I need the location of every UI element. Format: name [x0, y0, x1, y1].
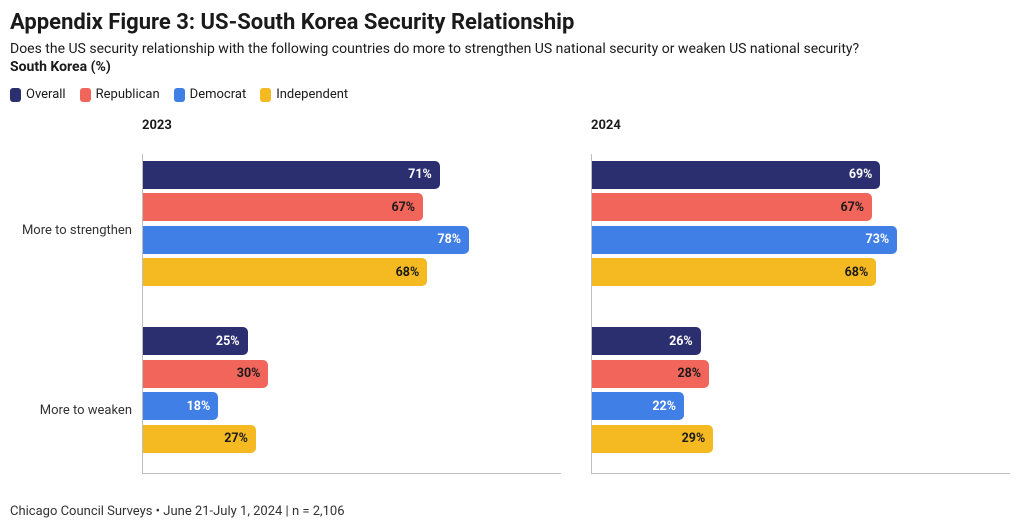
figure-container: Appendix Figure 3: US-South Korea Securi… [0, 0, 1020, 529]
bar-group: 69% 67% 73% 68% [592, 154, 1010, 293]
bar-value-label: 68% [396, 265, 428, 280]
bar-row: 25% [143, 327, 561, 355]
bar: 27% [143, 425, 256, 453]
bar-row: 30% [143, 360, 561, 388]
legend-label: Overall [26, 87, 66, 102]
legend-item: Overall [10, 87, 66, 102]
bar: 71% [143, 161, 440, 189]
bar-value-label: 67% [840, 200, 872, 215]
legend-item: Democrat [174, 87, 247, 102]
bar: 67% [143, 193, 423, 221]
bar-value-label: 67% [391, 200, 423, 215]
bar-row: 67% [143, 193, 561, 221]
bar-row: 68% [143, 258, 561, 286]
bar-value-label: 69% [849, 167, 881, 182]
bar: 30% [143, 360, 268, 388]
bar: 73% [592, 226, 897, 254]
bar-row: 18% [143, 392, 561, 420]
bar-row: 22% [592, 392, 1010, 420]
panels: 2023 71% 67% 78% 68% 25% 30% 18% 27% 2024 69% 67% 73… [142, 118, 1010, 486]
bars-area: 71% 67% 78% 68% 25% 30% 18% 27% [142, 154, 561, 474]
chart-area: More to strengthen More to weaken 2023 71%… [10, 118, 1010, 486]
chart-title: Appendix Figure 3: US-South Korea Securi… [10, 10, 1010, 35]
y-axis-category: More to weaken [10, 334, 142, 486]
bar-row: 26% [592, 327, 1010, 355]
legend-swatch [260, 88, 271, 102]
chart-footer: Chicago Council Surveys • June 21-July 1… [10, 504, 1010, 519]
bars-area: 69% 67% 73% 68% 26% 28% 22% 29% [591, 154, 1010, 474]
bar-row: 78% [143, 226, 561, 254]
chart-panel: 2024 69% 67% 73% 68% 26% 28% 22% 29% [591, 118, 1010, 486]
bar-row: 69% [592, 161, 1010, 189]
bar-row: 73% [592, 226, 1010, 254]
legend: Overall Republican Democrat Independent [10, 87, 1010, 102]
bar: 29% [592, 425, 713, 453]
legend-item: Republican [80, 87, 160, 102]
bar-value-label: 78% [437, 232, 469, 247]
bar-value-label: 26% [669, 334, 701, 349]
panel-title: 2024 [591, 118, 1010, 136]
legend-swatch [174, 88, 185, 102]
bar-row: 67% [592, 193, 1010, 221]
bar-row: 27% [143, 425, 561, 453]
bar: 28% [592, 360, 709, 388]
bar-value-label: 28% [677, 366, 709, 381]
y-axis-labels: More to strengthen More to weaken [10, 118, 142, 486]
bar: 67% [592, 193, 872, 221]
bar: 22% [592, 392, 684, 420]
bar-value-label: 30% [237, 366, 269, 381]
legend-label: Democrat [190, 87, 247, 102]
bar: 25% [143, 327, 248, 355]
bar: 68% [143, 258, 427, 286]
bar-group: 71% 67% 78% 68% [143, 154, 561, 293]
y-axis-category: More to strengthen [10, 154, 142, 306]
chart-country-label: South Korea (%) [10, 59, 1010, 75]
bar-group: 25% 30% 18% 27% [143, 321, 561, 460]
bar-value-label: 73% [866, 232, 898, 247]
bar: 68% [592, 258, 876, 286]
bar-row: 68% [592, 258, 1010, 286]
bar: 26% [592, 327, 701, 355]
bar-row: 71% [143, 161, 561, 189]
bar-value-label: 25% [216, 334, 248, 349]
bar-value-label: 71% [408, 167, 440, 182]
bar-group: 26% 28% 22% 29% [592, 321, 1010, 460]
legend-swatch [80, 88, 91, 102]
bar-row: 29% [592, 425, 1010, 453]
bar-value-label: 22% [652, 399, 684, 414]
chart-subtitle: Does the US security relationship with t… [10, 41, 1010, 57]
bar: 69% [592, 161, 880, 189]
legend-item: Independent [260, 87, 348, 102]
bar-value-label: 18% [187, 399, 219, 414]
bar-row: 28% [592, 360, 1010, 388]
bar-value-label: 68% [845, 265, 877, 280]
legend-label: Republican [96, 87, 160, 102]
bar: 78% [143, 226, 469, 254]
bar: 18% [143, 392, 218, 420]
legend-swatch [10, 88, 21, 102]
legend-label: Independent [276, 87, 348, 102]
panel-title: 2023 [142, 118, 561, 136]
bar-value-label: 29% [682, 431, 714, 446]
bar-value-label: 27% [224, 431, 256, 446]
chart-panel: 2023 71% 67% 78% 68% 25% 30% 18% 27% [142, 118, 561, 486]
